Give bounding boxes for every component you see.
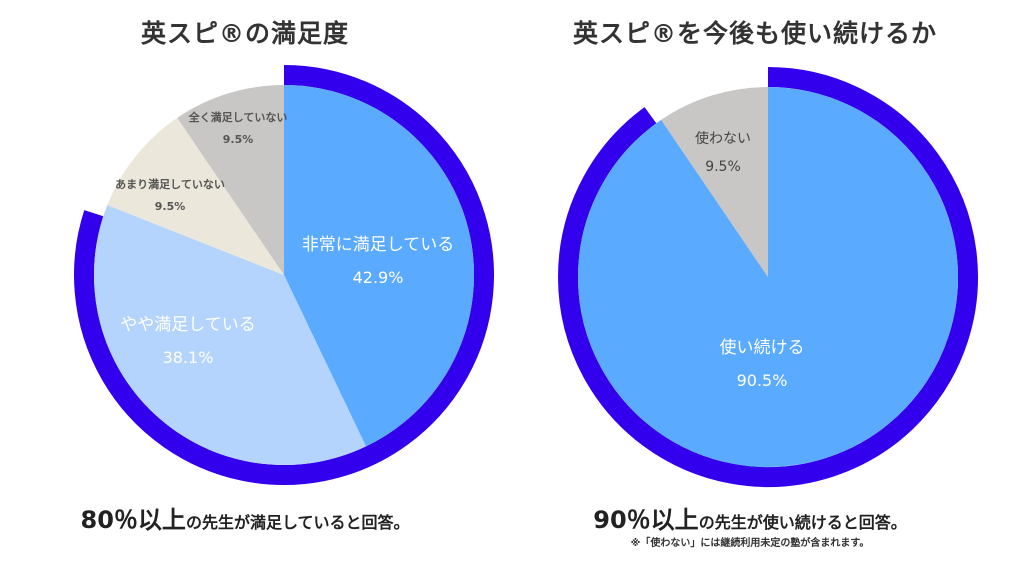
satisfaction-pie-slice-4-value-label: 9.5% — [223, 133, 254, 146]
satisfaction-pie-slice-4-label: 全く満足していない — [188, 110, 288, 124]
satisfaction-pie-slice-4 — [177, 85, 284, 275]
continuation-pie-slice-2-label: 使わない — [695, 130, 751, 147]
satisfaction-pie-slice-3-label: あまり満足していない — [115, 177, 225, 191]
satisfaction-pie-slice-1-label: 非常に満足している — [302, 235, 455, 255]
satisfaction-pie-chart: 非常に満足している 42.9% やや満足している 38.1% あまり満足していない 9.5… — [74, 65, 494, 485]
satisfaction-pie-highlight-ring — [74, 65, 494, 485]
continuation-caption-text: の先生が使い続けると回答。 — [698, 513, 907, 532]
continuation-pie-slice-1-label: 使い続ける — [720, 337, 805, 358]
satisfaction-caption: 80％以上の先生が満足していると回答。 — [0, 500, 500, 535]
satisfaction-pie-slice-2-label: やや満足している — [120, 315, 256, 335]
satisfaction-pie-slice-3-value-label: 9.5% — [155, 200, 186, 213]
continuation-caption: 90％以上の先生が使い続けると回答。 — [485, 500, 1015, 535]
continuation-pie-slice-2-value-label: 9.5% — [705, 159, 741, 175]
continuation-pie-slice-1-value-label: 90.5% — [737, 371, 788, 390]
satisfaction-chart-title: 英スピ®の満足度 — [140, 19, 349, 48]
satisfaction-caption-highlight: 80％以上 — [80, 506, 186, 534]
satisfaction-pie-slice-2 — [93, 205, 366, 466]
continuation-panel: 英スピ®を今後も使い続けるか 使い続ける 90.5% 使わない 9.5% 90％以上の… — [500, 0, 1015, 568]
continuation-chart-title: 英スピ®を今後も使い続けるか — [572, 19, 937, 48]
satisfaction-pie-slice-3 — [107, 117, 284, 275]
satisfaction-pie-slice-2-value-label: 38.1% — [163, 348, 214, 367]
satisfaction-pie-slice-1-value-label: 42.9% — [353, 268, 404, 287]
continuation-caption-highlight: 90％以上 — [593, 506, 699, 534]
continuation-footnote: ※「使わない」には継続利用未定の塾が含まれます。 — [630, 538, 870, 549]
satisfaction-pie-slice-1 — [284, 85, 475, 447]
continuation-pie-slice-2 — [661, 87, 768, 277]
continuation-pie-chart: 使い続ける 90.5% 使わない 9.5% — [558, 67, 978, 487]
satisfaction-caption-text: の先生が満足していると回答。 — [185, 513, 410, 532]
continuation-pie-highlight-ring — [558, 67, 978, 487]
satisfaction-panel: 英スピ®の満足度 非常に満足している 42.9% やや満足している 38.1% あまり満… — [0, 0, 500, 568]
